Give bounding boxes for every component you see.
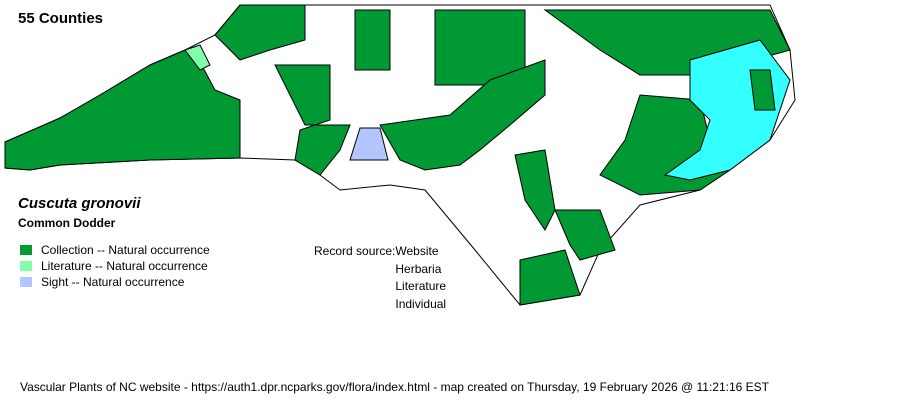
record-source-item: Herbaria [395,261,442,276]
legend-label: Sight -- Natural occurrence [41,275,185,289]
legend-label: Literature -- Natural occurrence [41,259,208,273]
county-foothills-collection[interactable] [274,64,351,176]
county-mountains-collection[interactable] [4,49,241,171]
record-source-item: Website [395,244,439,258]
legend-sight: Sight -- Natural occurrence [20,275,184,289]
species-scientific-name: Cuscuta gronovii [18,195,141,212]
record-source-item: Individual [395,296,447,311]
record-source-label: Record source: [314,244,396,258]
legend-collection: Collection -- Natural occurrence [20,243,210,257]
nc-county-map [4,4,796,306]
legend-label: Collection -- Natural occurrence [41,243,210,257]
footer-credit: Vascular Plants of NC website - https://… [20,380,770,394]
legend-swatch [20,245,32,255]
county-literature[interactable] [184,44,211,71]
county-coast-collection[interactable] [519,249,581,306]
county-northwest-collection[interactable] [214,4,306,61]
county-sight[interactable] [349,127,389,161]
county-south-central-collection[interactable] [514,149,556,231]
county-count: 55 Counties [18,10,104,27]
county-central-collection[interactable] [379,59,546,171]
legend-literature: Literature -- Natural occurrence [20,259,208,273]
legend-swatch [20,277,32,287]
legend-swatch [20,261,32,271]
record-source-item: Literature [395,279,447,293]
species-common-name: Common Dodder [18,216,116,230]
county-north-collection-1[interactable] [354,9,391,71]
record-source: Record source: Website Herbaria Literatu… [314,243,446,313]
county-outer-banks-collection[interactable] [749,69,776,111]
county-southeast-collection[interactable] [554,209,616,261]
